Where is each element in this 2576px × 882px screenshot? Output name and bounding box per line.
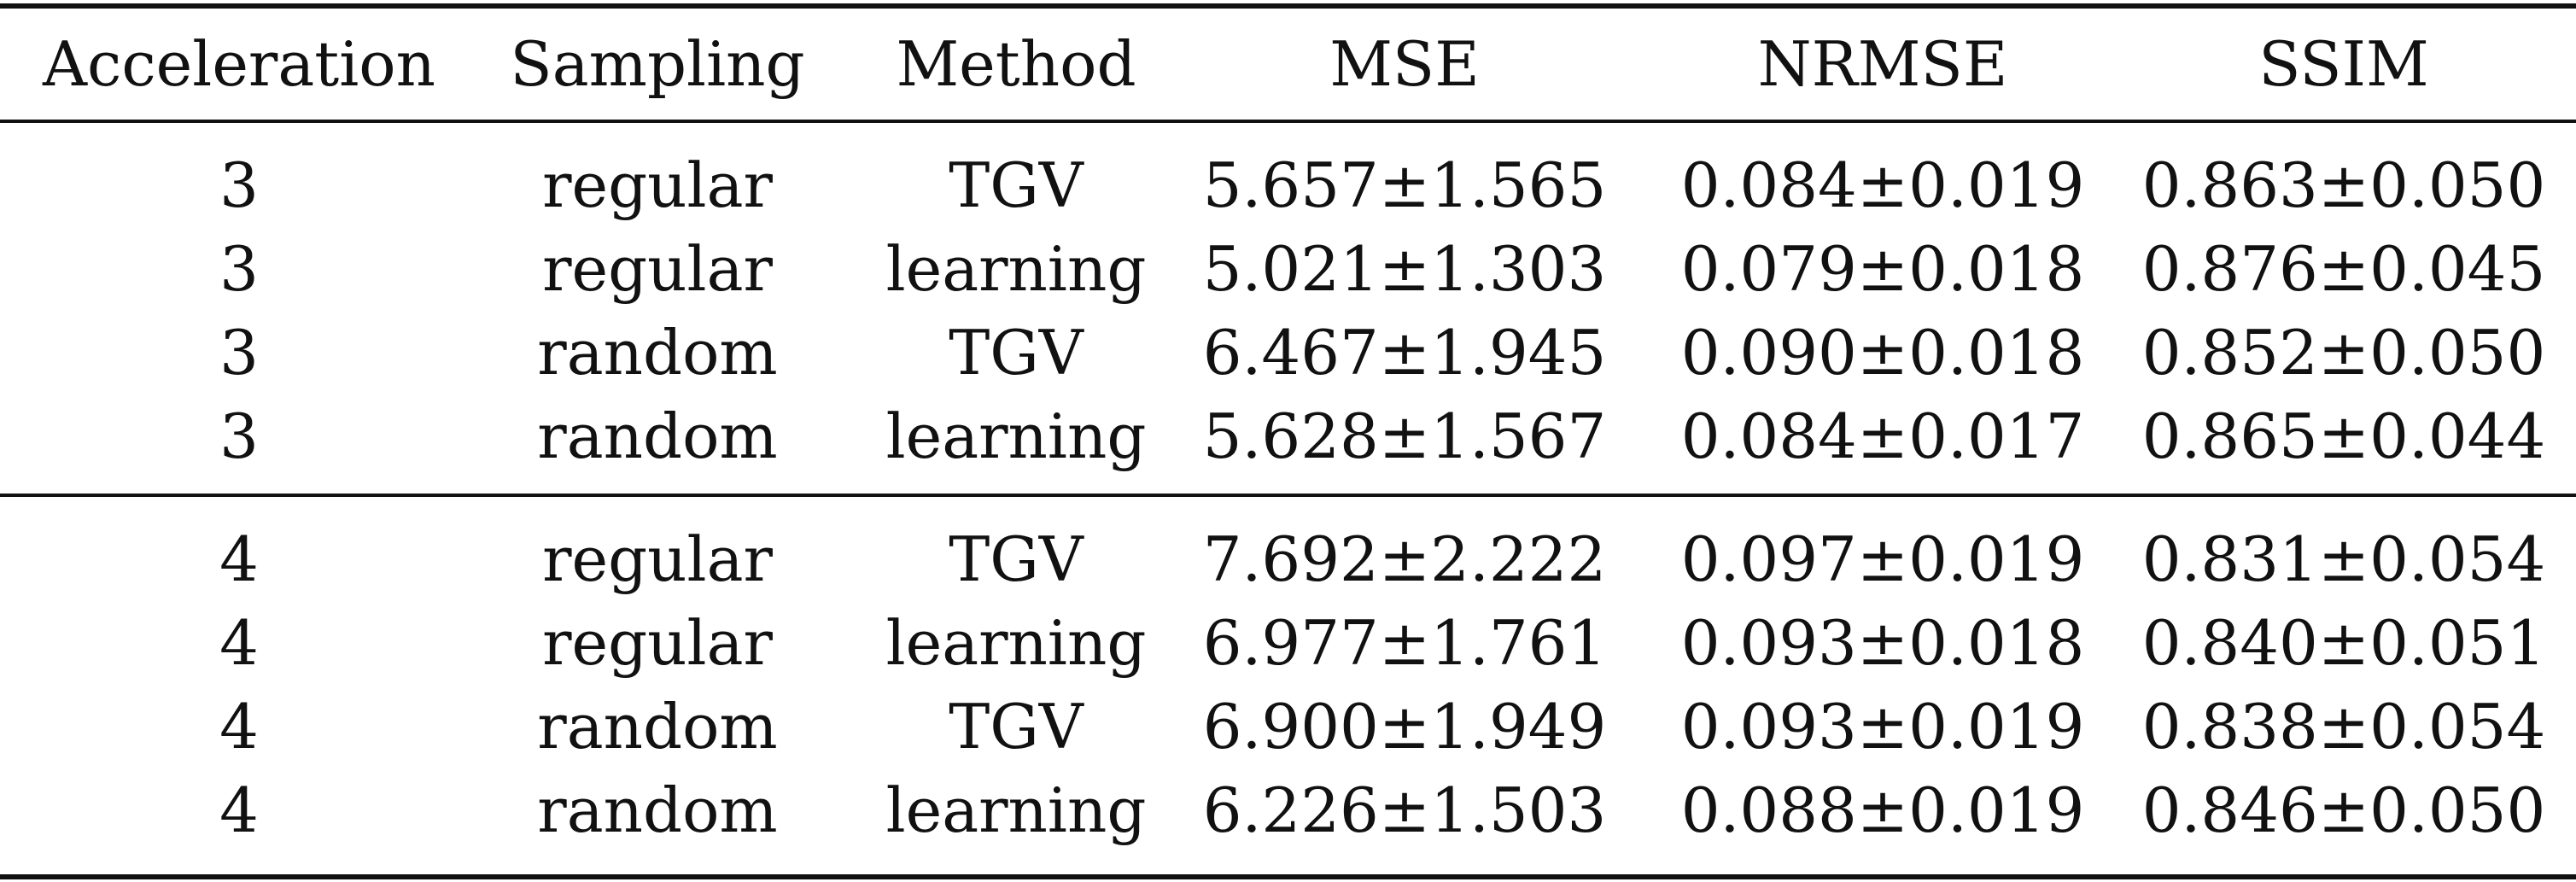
cell-mse: 6.900±1.949 xyxy=(1202,691,1607,762)
table-row: 3 random learning 5.628±1.567 0.084±0.01… xyxy=(0,394,2576,478)
cell-sampling: regular xyxy=(542,149,773,221)
header-mse: MSE xyxy=(1329,28,1480,100)
cell-ssim: 0.846±0.050 xyxy=(2141,774,2546,846)
header-method: Method xyxy=(896,28,1136,100)
cell-mse: 5.657±1.565 xyxy=(1202,149,1607,221)
cell-acceleration: 4 xyxy=(219,691,259,762)
header-ssim: SSIM xyxy=(2258,28,2429,100)
cell-acceleration: 3 xyxy=(219,317,259,388)
table-row: 3 regular learning 5.021±1.303 0.079±0.0… xyxy=(0,227,2576,311)
header-nrmse: NRMSE xyxy=(1757,28,2008,100)
cell-acceleration: 3 xyxy=(219,400,259,472)
cell-method: TGV xyxy=(949,317,1084,388)
cell-method: learning xyxy=(885,774,1147,846)
table-row: 4 random TGV 6.900±1.949 0.093±0.019 0.8… xyxy=(0,685,2576,768)
table-row: 3 regular TGV 5.657±1.565 0.084±0.019 0.… xyxy=(0,143,2576,227)
cell-sampling: random xyxy=(537,691,778,762)
cell-ssim: 0.852±0.050 xyxy=(2141,317,2546,388)
cell-ssim: 0.863±0.050 xyxy=(2141,149,2546,221)
table-row: 4 regular learning 6.977±1.761 0.093±0.0… xyxy=(0,601,2576,685)
cell-sampling: regular xyxy=(542,233,773,305)
cell-mse: 5.628±1.567 xyxy=(1202,400,1607,472)
table-row: 4 random learning 6.226±1.503 0.088±0.01… xyxy=(0,768,2576,852)
cell-ssim: 0.865±0.044 xyxy=(2141,400,2546,472)
cell-method: TGV xyxy=(949,691,1084,762)
cell-ssim: 0.840±0.051 xyxy=(2141,607,2546,679)
header-rule xyxy=(0,120,2576,123)
cell-mse: 6.226±1.503 xyxy=(1202,774,1607,846)
cell-nrmse: 0.084±0.017 xyxy=(1680,400,2085,472)
cell-mse: 7.692±2.222 xyxy=(1202,523,1607,595)
cell-acceleration: 3 xyxy=(219,233,259,305)
header-acceleration: Acceleration xyxy=(43,28,435,100)
cell-nrmse: 0.097±0.019 xyxy=(1680,523,2085,595)
cell-acceleration: 4 xyxy=(219,523,259,595)
cell-acceleration: 4 xyxy=(219,607,259,679)
cell-method: learning xyxy=(885,233,1147,305)
cell-method: TGV xyxy=(949,149,1084,221)
cell-sampling: regular xyxy=(542,607,773,679)
cell-mse: 5.021±1.303 xyxy=(1202,233,1607,305)
cell-mse: 6.467±1.945 xyxy=(1202,317,1607,388)
bottom-rule xyxy=(0,874,2576,879)
cell-nrmse: 0.093±0.019 xyxy=(1680,691,2085,762)
group-separator-rule xyxy=(0,494,2576,497)
cell-sampling: regular xyxy=(542,523,773,595)
header-sampling: Sampling xyxy=(510,28,805,100)
cell-sampling: random xyxy=(537,774,778,846)
cell-ssim: 0.831±0.054 xyxy=(2141,523,2546,595)
cell-method: TGV xyxy=(949,523,1084,595)
cell-sampling: random xyxy=(537,317,778,388)
cell-sampling: random xyxy=(537,400,778,472)
cell-nrmse: 0.090±0.018 xyxy=(1680,317,2085,388)
cell-ssim: 0.876±0.045 xyxy=(2141,233,2546,305)
table-row: 3 random TGV 6.467±1.945 0.090±0.018 0.8… xyxy=(0,311,2576,394)
cell-method: learning xyxy=(885,607,1147,679)
cell-nrmse: 0.084±0.019 xyxy=(1680,149,2085,221)
cell-acceleration: 4 xyxy=(219,774,259,846)
cell-mse: 6.977±1.761 xyxy=(1202,607,1607,679)
cell-method: learning xyxy=(885,400,1147,472)
cell-nrmse: 0.088±0.019 xyxy=(1680,774,2085,846)
table-row: 4 regular TGV 7.692±2.222 0.097±0.019 0.… xyxy=(0,517,2576,601)
cell-acceleration: 3 xyxy=(219,149,259,221)
table-header-row: Acceleration Sampling Method MSE NRMSE S… xyxy=(0,22,2576,106)
cell-ssim: 0.838±0.054 xyxy=(2141,691,2546,762)
cell-nrmse: 0.093±0.018 xyxy=(1680,607,2085,679)
cell-nrmse: 0.079±0.018 xyxy=(1680,233,2085,305)
top-rule xyxy=(0,3,2576,9)
